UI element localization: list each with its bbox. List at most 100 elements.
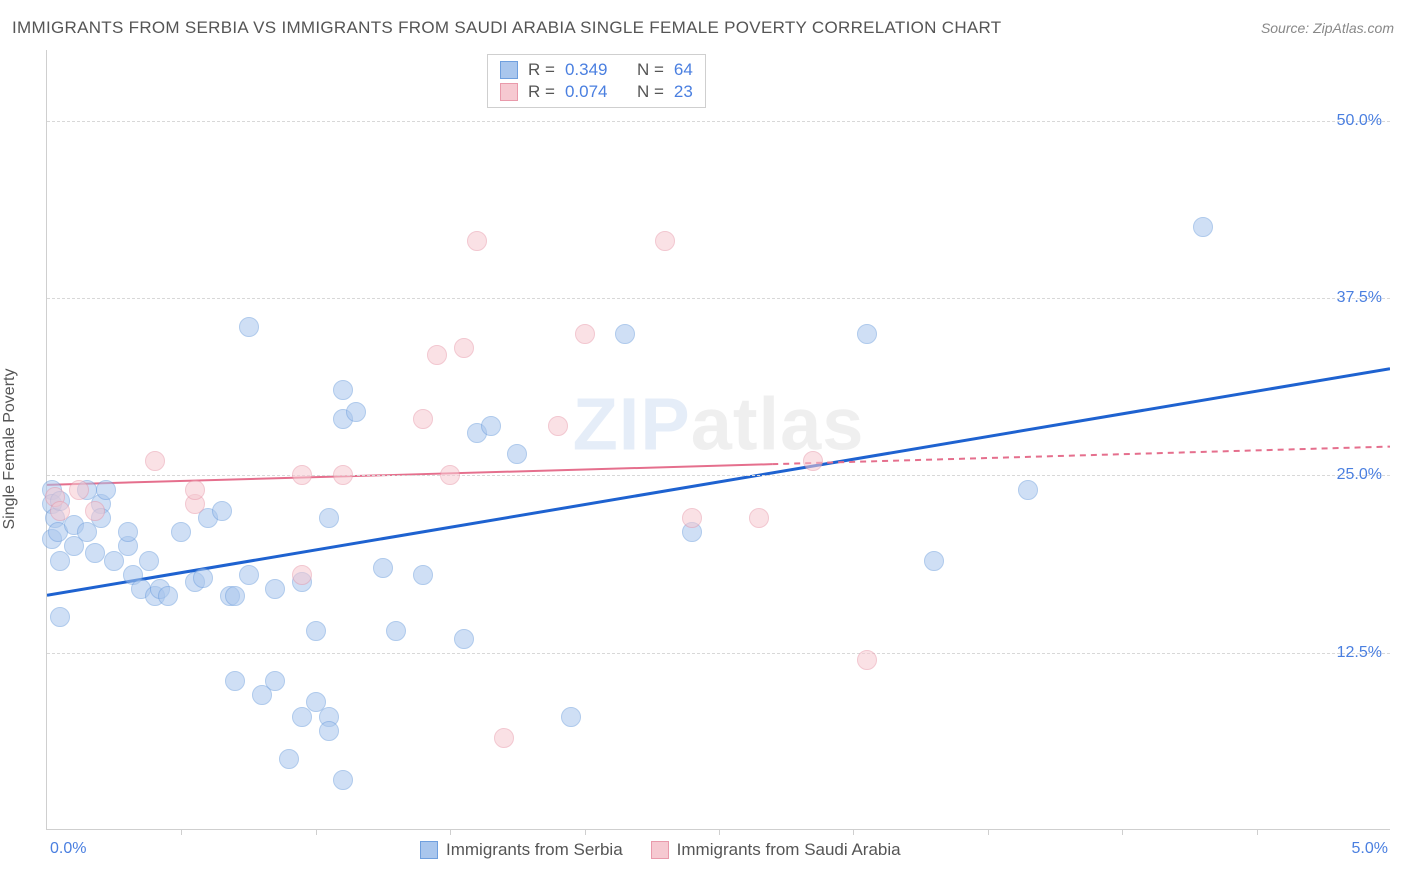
scatter-point <box>333 380 353 400</box>
r-label: R = <box>528 82 555 102</box>
scatter-point <box>494 728 514 748</box>
r-value-saudi: 0.074 <box>565 82 608 102</box>
scatter-point <box>346 402 366 422</box>
x-tick <box>1257 829 1258 835</box>
scatter-point <box>548 416 568 436</box>
scatter-point <box>225 671 245 691</box>
legend-item-serbia: Immigrants from Serbia <box>420 840 623 860</box>
scatter-point <box>857 324 877 344</box>
scatter-point <box>319 721 339 741</box>
scatter-point <box>413 565 433 585</box>
scatter-point <box>292 465 312 485</box>
scatter-point <box>185 480 205 500</box>
scatter-point <box>265 579 285 599</box>
scatter-point <box>193 568 213 588</box>
scatter-point <box>413 409 433 429</box>
gridline <box>47 653 1390 654</box>
r-value-serbia: 0.349 <box>565 60 608 80</box>
scatter-point <box>279 749 299 769</box>
scatter-point <box>50 501 70 521</box>
stats-row-serbia: R = 0.349 N = 64 <box>500 59 693 81</box>
scatter-point <box>265 671 285 691</box>
n-value-saudi: 23 <box>674 82 693 102</box>
scatter-point <box>1018 480 1038 500</box>
scatter-point <box>333 770 353 790</box>
scatter-point <box>306 621 326 641</box>
bottom-legend: Immigrants from Serbia Immigrants from S… <box>420 840 901 860</box>
scatter-point <box>803 451 823 471</box>
scatter-point <box>85 543 105 563</box>
scatter-point <box>333 465 353 485</box>
scatter-point <box>145 451 165 471</box>
scatter-point <box>924 551 944 571</box>
scatter-point <box>96 480 116 500</box>
scatter-point <box>171 522 191 542</box>
stats-legend-box: R = 0.349 N = 64 R = 0.074 N = 23 <box>487 54 706 108</box>
scatter-point <box>292 565 312 585</box>
y-tick-label: 25.0% <box>1337 466 1382 484</box>
scatter-point <box>239 565 259 585</box>
watermark-atlas: atlas <box>691 382 865 465</box>
scatter-point <box>50 607 70 627</box>
scatter-point <box>239 317 259 337</box>
scatter-point <box>682 508 702 528</box>
scatter-point <box>454 629 474 649</box>
scatter-point <box>386 621 406 641</box>
title-bar: IMMIGRANTS FROM SERBIA VS IMMIGRANTS FRO… <box>12 18 1394 38</box>
x-tick <box>988 829 989 835</box>
scatter-point <box>655 231 675 251</box>
scatter-plot-area: ZIPatlas R = 0.349 N = 64 R = 0.074 N = … <box>46 50 1390 830</box>
legend-label-serbia: Immigrants from Serbia <box>446 840 623 860</box>
x-axis-start-label: 0.0% <box>50 840 86 858</box>
x-tick <box>316 829 317 835</box>
legend-label-saudi: Immigrants from Saudi Arabia <box>677 840 901 860</box>
source-prefix: Source: <box>1261 20 1313 36</box>
source-attribution: Source: ZipAtlas.com <box>1261 20 1394 36</box>
y-tick-label: 50.0% <box>1337 112 1382 130</box>
legend-item-saudi: Immigrants from Saudi Arabia <box>651 840 901 860</box>
scatter-point <box>467 231 487 251</box>
scatter-point <box>575 324 595 344</box>
n-value-serbia: 64 <box>674 60 693 80</box>
scatter-point <box>139 551 159 571</box>
scatter-point <box>225 586 245 606</box>
x-tick <box>1122 829 1123 835</box>
chart-title: IMMIGRANTS FROM SERBIA VS IMMIGRANTS FRO… <box>12 18 1002 38</box>
y-axis-label: Single Female Poverty <box>1 369 19 530</box>
stats-row-saudi: R = 0.074 N = 23 <box>500 81 693 103</box>
scatter-point <box>481 416 501 436</box>
scatter-point <box>69 480 89 500</box>
x-tick <box>719 829 720 835</box>
scatter-point <box>85 501 105 521</box>
trend-lines-svg <box>47 50 1390 829</box>
scatter-point <box>1193 217 1213 237</box>
swatch-saudi-icon <box>651 841 669 859</box>
scatter-point <box>749 508 769 528</box>
r-label: R = <box>528 60 555 80</box>
n-label: N = <box>637 60 664 80</box>
x-tick <box>450 829 451 835</box>
watermark: ZIPatlas <box>573 381 865 466</box>
scatter-point <box>212 501 232 521</box>
swatch-saudi <box>500 83 518 101</box>
scatter-point <box>561 707 581 727</box>
watermark-zip: ZIP <box>573 382 691 465</box>
scatter-point <box>319 508 339 528</box>
source-name: ZipAtlas.com <box>1313 20 1394 36</box>
y-tick-label: 12.5% <box>1337 644 1382 662</box>
scatter-point <box>440 465 460 485</box>
scatter-point <box>857 650 877 670</box>
gridline <box>47 121 1390 122</box>
scatter-point <box>615 324 635 344</box>
scatter-point <box>158 586 178 606</box>
scatter-point <box>454 338 474 358</box>
swatch-serbia <box>500 61 518 79</box>
gridline <box>47 475 1390 476</box>
x-axis-end-label: 5.0% <box>1352 840 1388 858</box>
x-tick <box>585 829 586 835</box>
scatter-point <box>118 522 138 542</box>
scatter-point <box>427 345 447 365</box>
x-tick <box>853 829 854 835</box>
x-tick <box>181 829 182 835</box>
gridline <box>47 298 1390 299</box>
